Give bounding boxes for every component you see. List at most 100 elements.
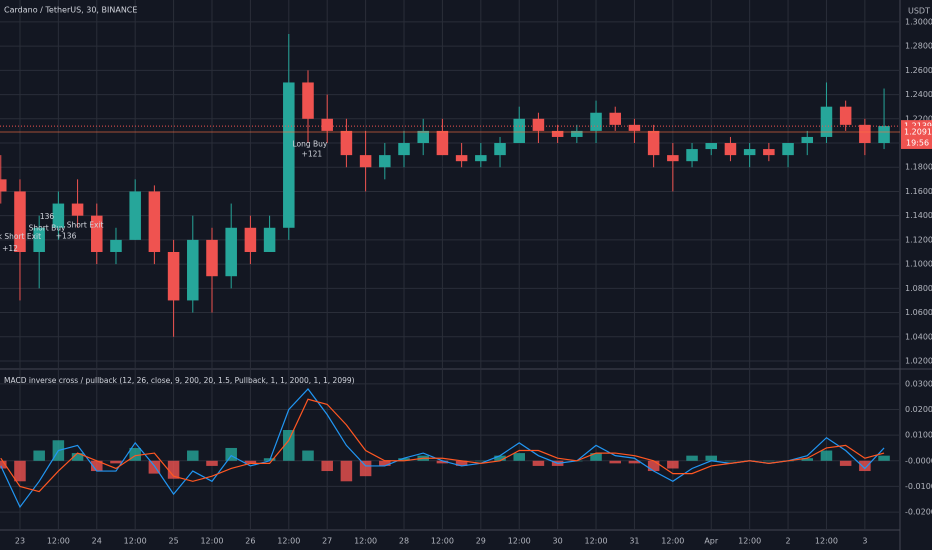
histogram-bar bbox=[379, 460, 391, 466]
histogram-bar bbox=[129, 447, 141, 461]
candle-body bbox=[532, 118, 545, 131]
y-tick-label: 1.12000 bbox=[905, 235, 932, 244]
candle-body bbox=[820, 106, 833, 137]
candle-body bbox=[340, 130, 353, 156]
histogram-bar bbox=[686, 455, 698, 461]
candle-body bbox=[859, 124, 871, 144]
y-tick-label: 1.16000 bbox=[905, 187, 932, 196]
candle-body bbox=[455, 155, 468, 162]
candle-body bbox=[129, 191, 141, 240]
candle-body bbox=[321, 118, 333, 131]
histogram-bar bbox=[321, 460, 333, 472]
trade-annotation: Long Buy bbox=[292, 139, 327, 148]
histogram-bar bbox=[398, 458, 410, 461]
x-tick-label: 12:00 bbox=[124, 537, 147, 546]
candle-body bbox=[475, 155, 487, 162]
histogram-bar bbox=[628, 460, 641, 464]
reference-price-box bbox=[901, 125, 932, 149]
histogram-bar bbox=[91, 460, 103, 472]
y-axis-label: USDT bbox=[908, 7, 930, 16]
x-tick-label: 28 bbox=[399, 537, 409, 546]
candle-body bbox=[705, 143, 718, 150]
candle-body bbox=[743, 149, 756, 156]
candle-body bbox=[590, 112, 602, 131]
candle-body bbox=[244, 227, 257, 252]
histogram-bar bbox=[859, 460, 871, 472]
y-tick-label: 1.08000 bbox=[905, 284, 932, 293]
trade-annotation: +121 bbox=[302, 150, 323, 159]
x-tick-label: 31 bbox=[629, 537, 639, 546]
x-tick-label: 27 bbox=[322, 537, 332, 546]
candle-body bbox=[302, 82, 314, 119]
candle-body bbox=[609, 112, 621, 125]
candle-body bbox=[686, 149, 698, 162]
macd-line bbox=[0, 398, 885, 493]
y-tick-label: 1.06000 bbox=[905, 308, 932, 317]
candle-body bbox=[225, 227, 237, 277]
y-tick-label: 1.14000 bbox=[905, 211, 932, 220]
candle-body bbox=[417, 130, 429, 144]
candle-body bbox=[494, 143, 506, 156]
histogram-bar bbox=[839, 460, 852, 466]
candle-body bbox=[839, 106, 852, 125]
x-tick-label: 12:00 bbox=[508, 537, 531, 546]
candle-body bbox=[263, 227, 276, 252]
histogram-bar bbox=[532, 460, 545, 466]
candle-body bbox=[763, 149, 775, 156]
x-tick-label: 12:00 bbox=[354, 537, 377, 546]
histogram-bar bbox=[820, 450, 833, 461]
candle-body bbox=[647, 130, 660, 156]
histogram-bar bbox=[0, 460, 7, 469]
x-tick-label: 12:00 bbox=[200, 537, 223, 546]
x-tick-label: 12:00 bbox=[431, 537, 454, 546]
y-tick-label: 1.28000 bbox=[905, 42, 932, 51]
x-tick-label: 12:00 bbox=[815, 537, 838, 546]
x-tick-label: 25 bbox=[168, 537, 178, 546]
histogram-bar bbox=[302, 450, 314, 461]
y-tick-label: 1.26000 bbox=[905, 66, 932, 75]
histogram-bar bbox=[513, 453, 525, 461]
x-tick-label: 23 bbox=[15, 537, 25, 546]
candle-body bbox=[379, 155, 391, 168]
histogram-bar bbox=[244, 460, 257, 464]
x-tick-label: 29 bbox=[476, 537, 486, 546]
y-tick-label: -0.01000 bbox=[905, 482, 932, 491]
histogram-bar bbox=[647, 460, 660, 472]
candle-body bbox=[187, 239, 199, 301]
trade-annotation: +12 bbox=[2, 244, 18, 253]
x-tick-label: 12:00 bbox=[585, 537, 608, 546]
candle-body bbox=[14, 191, 26, 252]
x-tick-label: 24 bbox=[92, 537, 102, 546]
histogram-bar bbox=[148, 460, 161, 474]
histogram-bar bbox=[110, 460, 122, 464]
histogram-bar bbox=[225, 447, 237, 461]
trade-annotation: 136 bbox=[40, 212, 55, 221]
trade-annotation: Short Buy bbox=[29, 223, 66, 232]
x-tick-label: 3 bbox=[862, 537, 867, 546]
y-tick-label: 1.30000 bbox=[905, 17, 932, 26]
histogram-bar bbox=[206, 460, 218, 466]
candle-body bbox=[878, 126, 890, 144]
histogram-bar bbox=[590, 453, 602, 461]
histogram-bar bbox=[359, 460, 372, 477]
x-tick-label: 12:00 bbox=[661, 537, 684, 546]
candle-body bbox=[782, 143, 794, 156]
candle-body bbox=[0, 179, 7, 192]
candle-body bbox=[436, 130, 449, 156]
reference-price-label: 1.20913 bbox=[904, 127, 932, 136]
candle-body bbox=[33, 227, 45, 252]
histogram-bar bbox=[609, 460, 621, 464]
histogram-bar bbox=[878, 455, 890, 461]
candle-body bbox=[551, 130, 564, 137]
histogram-bar bbox=[667, 460, 679, 469]
candle-body bbox=[206, 239, 218, 277]
candle-body bbox=[571, 130, 583, 137]
y-tick-label: 1.24000 bbox=[905, 90, 932, 99]
histogram-bar bbox=[71, 453, 84, 461]
histogram-bar bbox=[763, 460, 775, 462]
histogram-bar bbox=[455, 460, 468, 466]
histogram-bar bbox=[705, 455, 718, 461]
